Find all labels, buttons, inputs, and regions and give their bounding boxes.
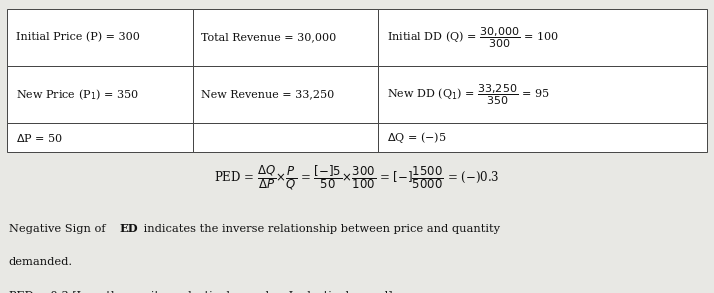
Text: New Revenue = 33,250: New Revenue = 33,250 (201, 89, 334, 100)
Bar (378, 9, 707, 66)
Bar (378, 123, 707, 152)
Bar (378, 66, 707, 123)
Bar (193, 123, 378, 152)
Bar (7, 123, 193, 152)
Bar (7, 66, 193, 123)
Bar (193, 9, 378, 66)
Bar (7, 9, 193, 66)
Text: ED: ED (119, 223, 138, 234)
Text: demanded.: demanded. (9, 257, 73, 267)
Text: PED = $\dfrac{\Delta Q}{\Delta P}$$\times$$\dfrac{P}{Q}$ = $\dfrac{[-]5}{50}$$\t: PED = $\dfrac{\Delta Q}{\Delta P}$$\time… (214, 163, 500, 192)
Text: $\Delta$Q = ($-$)5: $\Delta$Q = ($-$)5 (386, 130, 446, 145)
Text: Initial DD (Q) = $\dfrac{30{,}000}{300}$ = 100: Initial DD (Q) = $\dfrac{30{,}000}{300}$… (386, 25, 558, 50)
Text: Negative Sign of: Negative Sign of (9, 224, 109, 234)
Text: Total Revenue = 30,000: Total Revenue = 30,000 (201, 32, 336, 42)
Text: $\Delta$P = 50: $\Delta$P = 50 (16, 132, 63, 144)
Bar (193, 66, 378, 123)
Text: New Price (P$_1$) = 350: New Price (P$_1$) = 350 (16, 87, 139, 102)
Text: Initial Price (P) = 300: Initial Price (P) = 300 (16, 32, 139, 42)
Text: indicates the inverse relationship between price and quantity: indicates the inverse relationship betwe… (140, 224, 500, 234)
Text: New DD (Q$_1$) = $\dfrac{33{,}250}{350}$ = 95: New DD (Q$_1$) = $\dfrac{33{,}250}{350}$… (386, 82, 549, 107)
Text: PED = 0.3 [Less than unitary elastic demand or Inelastic demand]: PED = 0.3 [Less than unitary elastic dem… (9, 291, 392, 293)
